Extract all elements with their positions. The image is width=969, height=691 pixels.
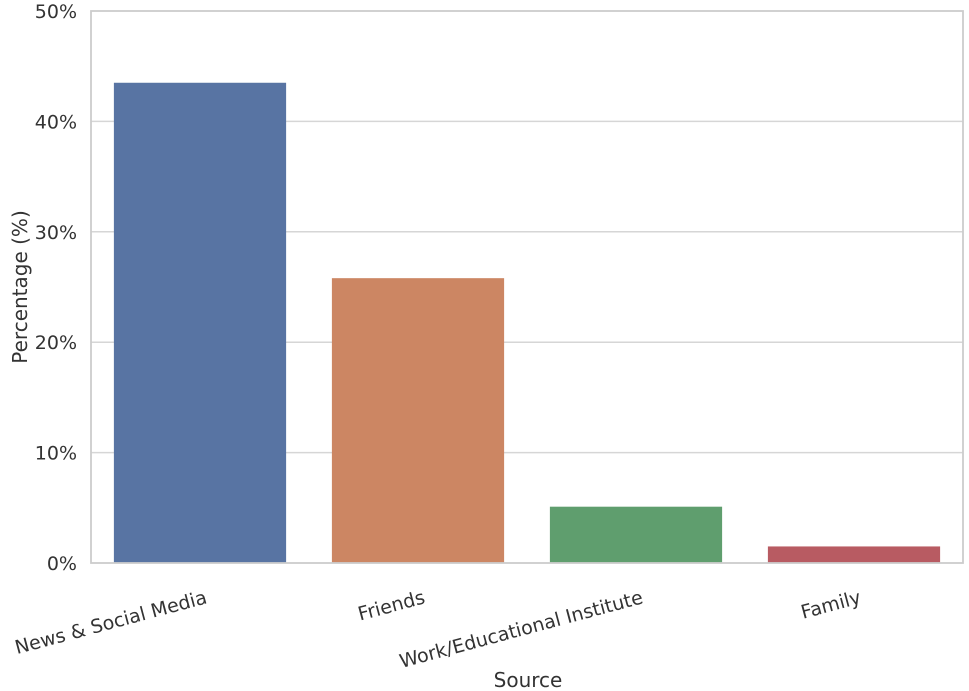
y-tick-label: 10% (35, 443, 77, 465)
bar (113, 82, 287, 563)
x-tick-label: Family (799, 587, 864, 624)
y-tick-label: 40% (35, 111, 77, 133)
x-axis-label: Source (494, 668, 563, 691)
y-tick-label: 30% (35, 222, 77, 244)
y-tick-label: 50% (35, 1, 77, 23)
bars (113, 82, 941, 563)
y-tick-label: 0% (47, 553, 77, 575)
x-tick-label: News & Social Media (13, 587, 210, 659)
bar (331, 278, 505, 563)
bar (549, 506, 723, 563)
x-tick-labels: News & Social Media FriendsWork/Education… (13, 587, 864, 673)
y-tick-label: 20% (35, 332, 77, 354)
x-tick-label: Work/Educational Institute (397, 587, 645, 673)
bar (767, 546, 941, 563)
plot-frame (90, 10, 964, 564)
y-tick-labels: 0% 10% 20% 30% 40% 50% (35, 1, 77, 575)
y-axis-label: Percentage (%) (8, 210, 32, 363)
x-tick-label: Friends (356, 587, 428, 626)
